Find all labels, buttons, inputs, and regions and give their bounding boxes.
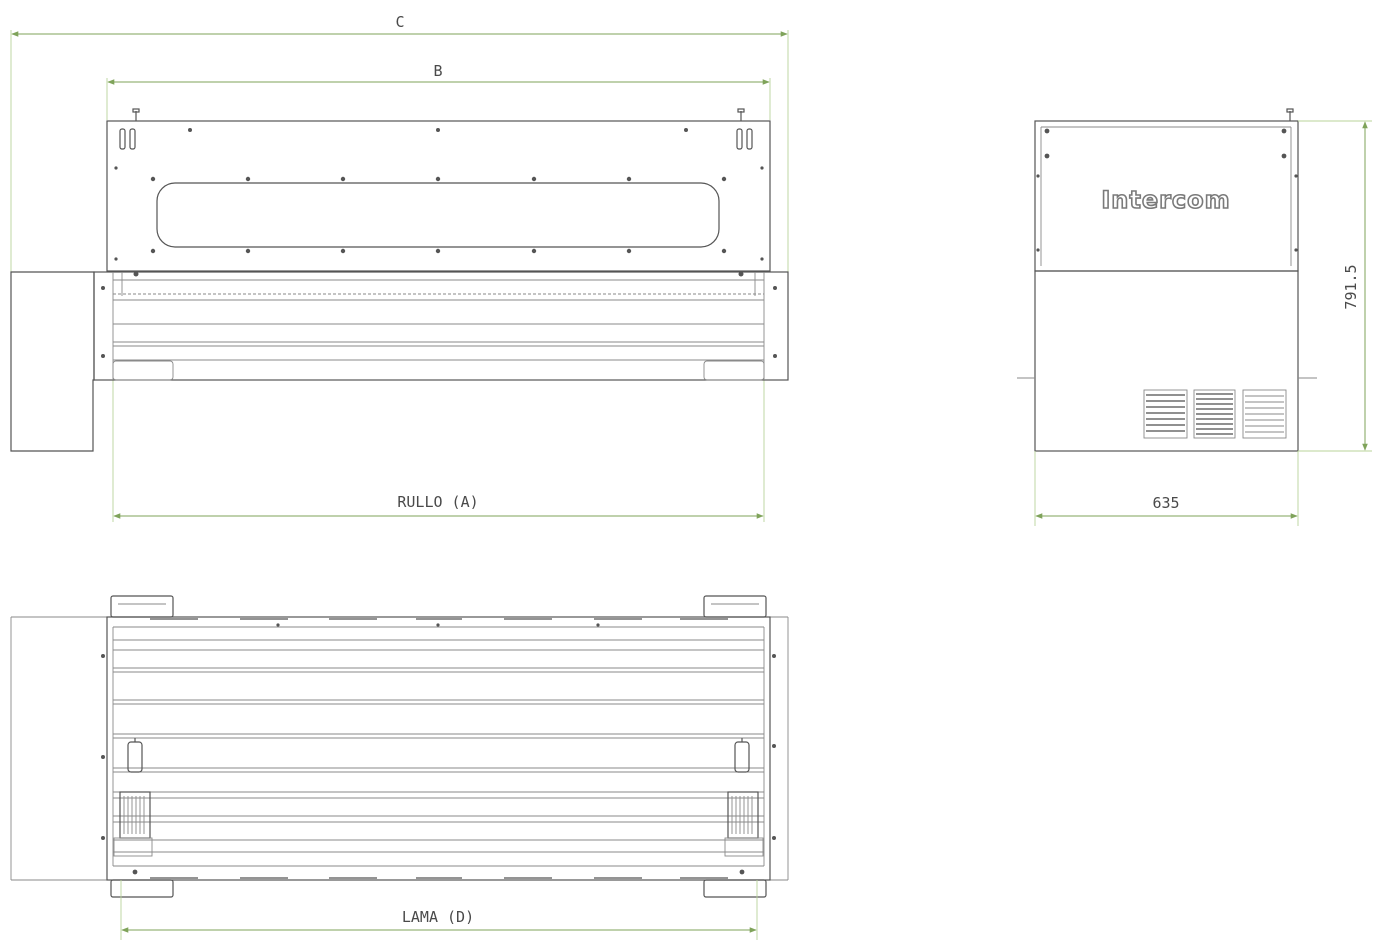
plan-side-bolts — [101, 654, 776, 840]
top-studs — [132, 108, 745, 121]
depth-label: 635 — [1152, 494, 1179, 512]
left-motor-assembly — [113, 738, 153, 875]
right-motor-assembly — [724, 738, 764, 875]
side-lower-body — [1034, 270, 1299, 452]
inspection-window — [156, 182, 720, 248]
side-view: Intercom — [1017, 108, 1372, 526]
motor-box — [10, 271, 95, 452]
front-upper-housing — [106, 120, 771, 272]
plan-view: LAMA (D) — [10, 595, 789, 940]
intercom-logo: Intercom — [1101, 186, 1230, 214]
mounting-brackets — [110, 595, 767, 898]
blade-label: LAMA (D) — [402, 908, 474, 926]
blade-slats — [112, 626, 765, 867]
mounting-slots — [119, 128, 753, 150]
housing-bolts — [114, 128, 764, 261]
roller-section — [93, 271, 789, 381]
plan-body — [106, 616, 771, 881]
roller-label: RULLO (A) — [397, 493, 478, 511]
ventilation-grille — [1143, 389, 1287, 439]
housing-width-label: B — [433, 62, 442, 80]
front-view: C B — [10, 13, 789, 522]
top-clips — [150, 618, 728, 627]
height-label: 791.5 — [1342, 264, 1360, 309]
overall-width-label: C — [395, 13, 404, 31]
